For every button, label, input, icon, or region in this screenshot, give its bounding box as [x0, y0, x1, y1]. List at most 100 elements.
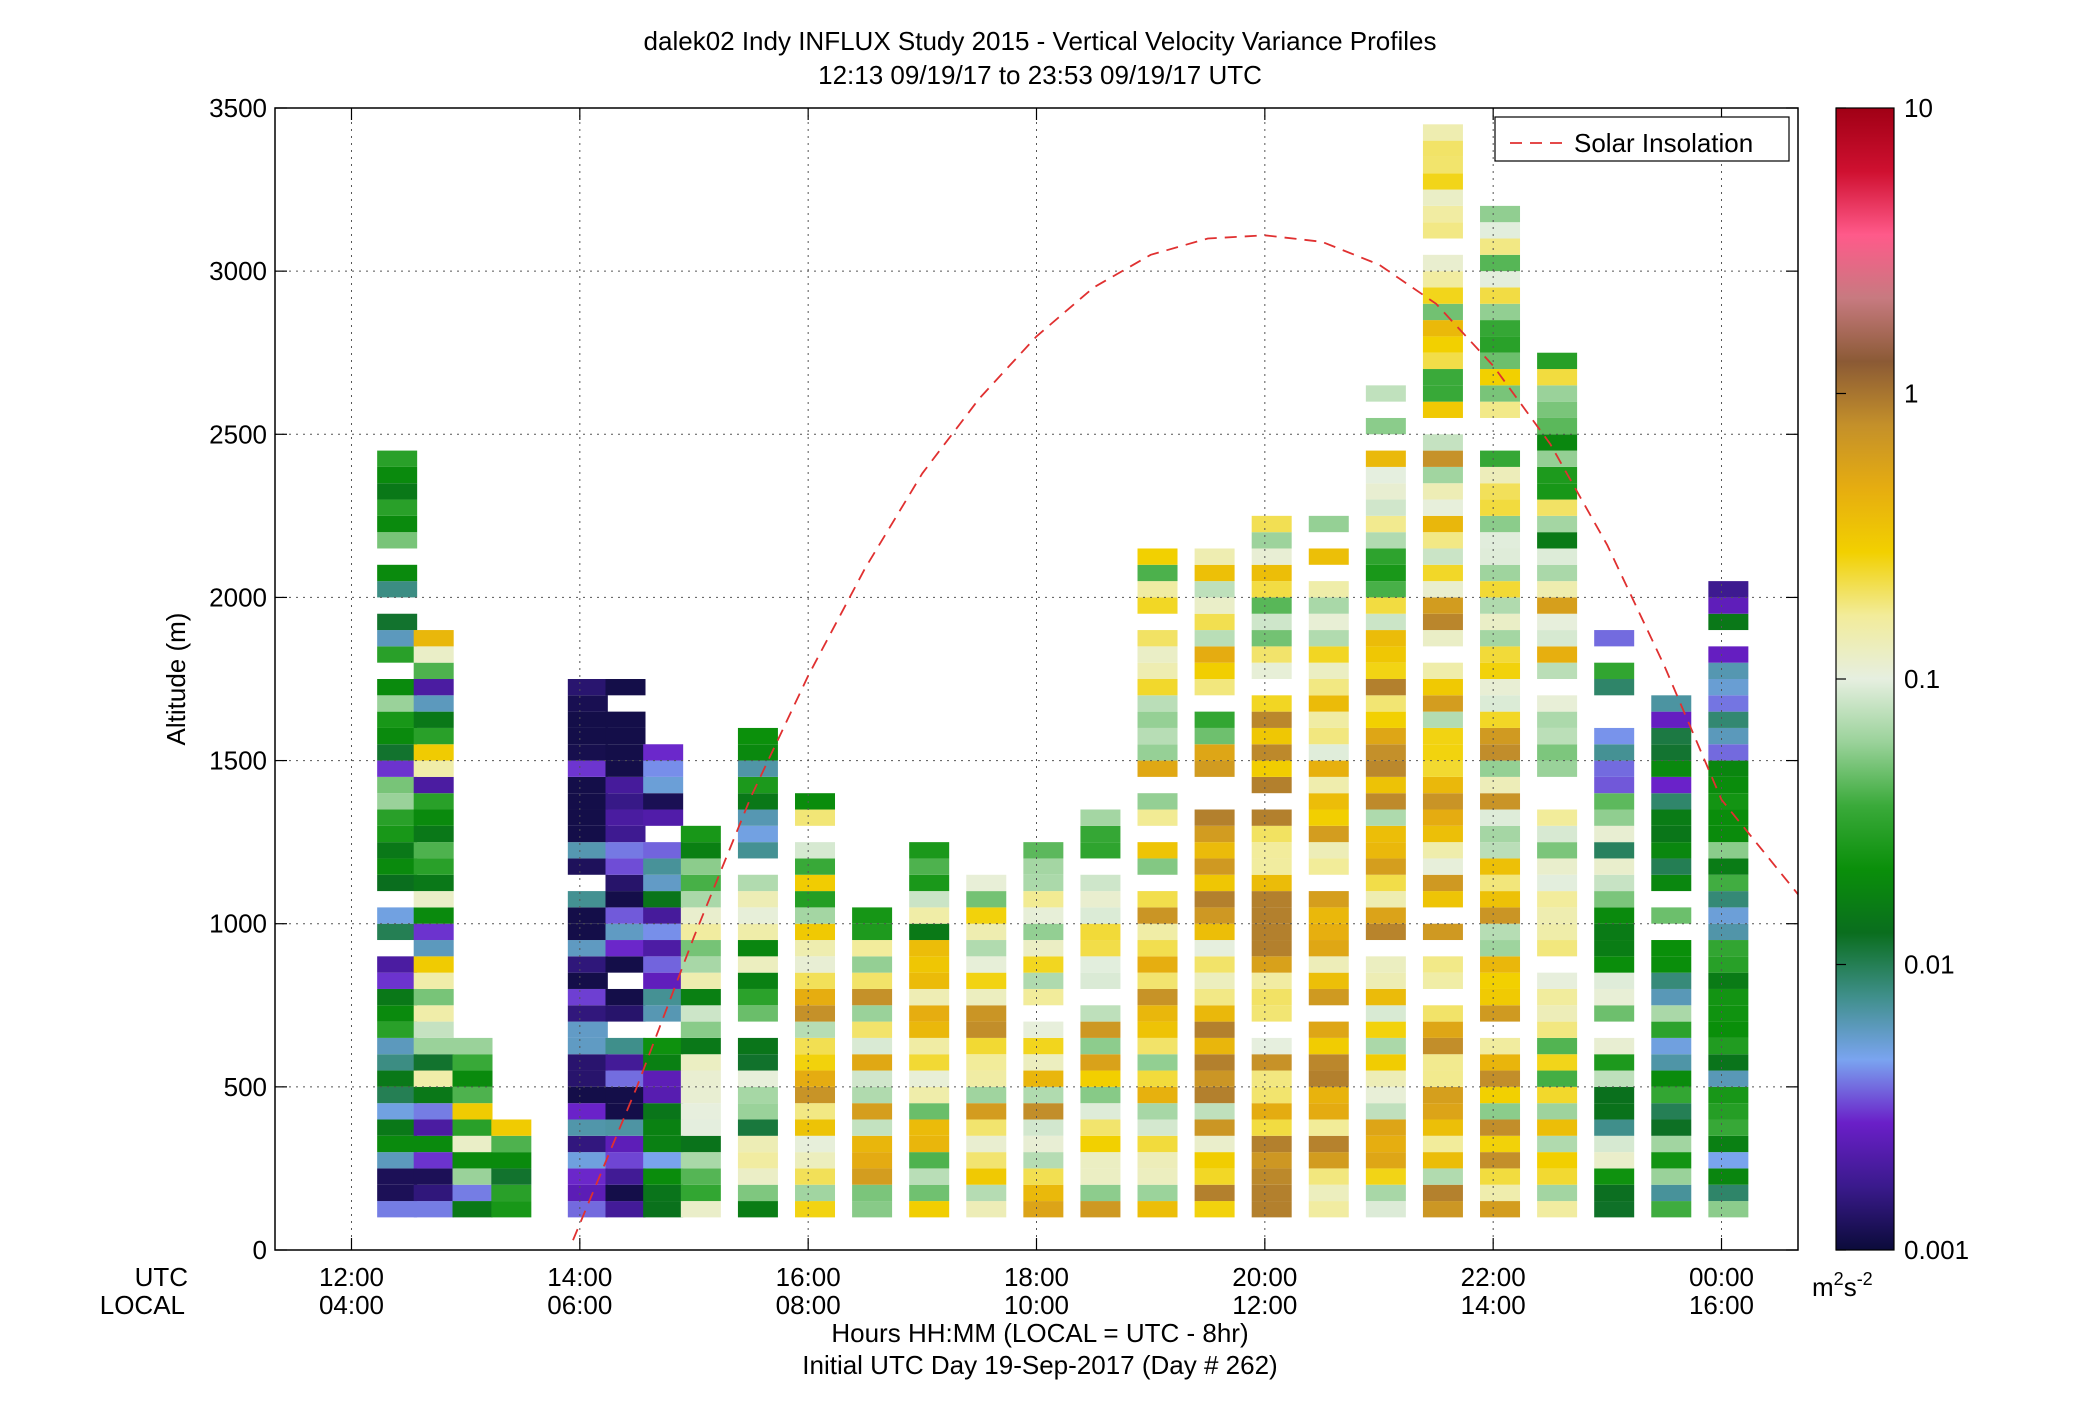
heatmap-cell: [1651, 1201, 1692, 1218]
heatmap-cell: [737, 988, 778, 1006]
heatmap-cell: [1194, 874, 1235, 892]
heatmap-cell: [1194, 597, 1235, 614]
heatmap-cell: [1023, 1152, 1064, 1169]
heatmap-cell: [1365, 1086, 1406, 1104]
heatmap-cell: [1537, 515, 1578, 533]
heatmap-cell: [1422, 1021, 1463, 1038]
heatmap-cell: [1308, 891, 1349, 908]
heatmap-cell: [1365, 793, 1406, 810]
heatmap-cell: [1023, 972, 1064, 989]
heatmap-cell: [1422, 842, 1463, 859]
heatmap-cell: [1308, 630, 1349, 647]
heatmap-cell: [1137, 1021, 1178, 1038]
heatmap-cell: [852, 1021, 893, 1038]
x-tick-label-local: 16:00: [1689, 1290, 1754, 1320]
heatmap-cell: [1480, 564, 1521, 582]
heatmap-cell: [737, 727, 778, 745]
heatmap-cell: [643, 1070, 684, 1087]
heatmap-cell: [1023, 1184, 1064, 1202]
heatmap-cell: [852, 1119, 893, 1136]
heatmap-cell: [452, 1168, 493, 1185]
heatmap-cell: [680, 858, 721, 875]
heatmap-cell: [605, 1168, 646, 1185]
heatmap-cell: [1422, 385, 1463, 402]
heatmap-cell: [1422, 1135, 1463, 1153]
heatmap-cell: [1480, 303, 1521, 321]
heatmap-cell: [1651, 1037, 1692, 1055]
heatmap-cell: [1480, 711, 1521, 728]
heatmap-cell: [1422, 776, 1463, 794]
heatmap-cell: [1023, 891, 1064, 908]
heatmap-cell: [1651, 793, 1692, 810]
heatmap-cell: [1194, 1021, 1235, 1038]
heatmap-cell: [1365, 417, 1406, 435]
heatmap-cell: [1537, 1103, 1578, 1120]
heatmap-cell: [1594, 809, 1635, 826]
heatmap-cell: [1708, 1037, 1749, 1055]
x-tick-label-utc: 22:00: [1461, 1262, 1526, 1292]
heatmap-cell: [852, 1037, 893, 1055]
y-tick-label: 2500: [209, 419, 267, 449]
heatmap-cell: [1023, 858, 1064, 875]
heatmap-cell: [1422, 1152, 1463, 1169]
heatmap-cell: [1594, 679, 1635, 696]
heatmap-cell: [567, 923, 608, 941]
heatmap-cell: [413, 1054, 454, 1071]
heatmap-cell: [1422, 1201, 1463, 1218]
x-tick-label-local: 08:00: [776, 1290, 841, 1320]
heatmap-cell: [377, 1201, 418, 1218]
heatmap-cell: [1251, 1168, 1292, 1185]
heatmap-cell: [795, 793, 836, 810]
heatmap-cell: [413, 874, 454, 892]
heatmap-cell: [1708, 1054, 1749, 1071]
heatmap-cell: [1365, 532, 1406, 549]
solar-insolation-curve: [572, 234, 1799, 1241]
heatmap-cell: [1422, 320, 1463, 337]
heatmap-cell: [643, 1037, 684, 1055]
heatmap-cell: [605, 1184, 646, 1202]
heatmap-cell: [413, 809, 454, 826]
heatmap-cell: [1251, 825, 1292, 843]
heatmap-cell: [1365, 515, 1406, 533]
heatmap-cell: [1651, 809, 1692, 826]
colorbar-ticks: 0.001 0.01 0.1 1 10: [1836, 93, 1969, 1265]
heatmap-cell: [1422, 891, 1463, 908]
heatmap-cell: [413, 1201, 454, 1218]
heatmap-cell: [1365, 1152, 1406, 1169]
heatmap-cell: [795, 1054, 836, 1071]
heatmap-cell: [1537, 907, 1578, 924]
heatmap-cell: [1308, 581, 1349, 598]
heatmap-cell: [1708, 1184, 1749, 1202]
heatmap-cell: [1251, 1005, 1292, 1022]
heatmap-cell: [1422, 695, 1463, 712]
heatmap-cell: [737, 874, 778, 892]
heatmap-cell: [413, 1119, 454, 1136]
heatmap-cell: [643, 940, 684, 957]
heatmap-cell: [1194, 1152, 1235, 1169]
heatmap-cell: [377, 450, 418, 467]
heatmap-cell: [605, 940, 646, 957]
heatmap-cell: [680, 874, 721, 892]
heatmap-cell: [377, 988, 418, 1006]
heatmap-cell: [377, 1086, 418, 1104]
heatmap-cell: [795, 1168, 836, 1185]
heatmap-cell: [1594, 1054, 1635, 1071]
heatmap-cell: [377, 776, 418, 794]
heatmap-cell: [1480, 1201, 1521, 1218]
heatmap-cell: [1422, 727, 1463, 745]
heatmap-cell: [1594, 727, 1635, 745]
heatmap-cell: [1365, 548, 1406, 565]
heatmap-cell: [966, 923, 1007, 941]
heatmap-cell: [1651, 1184, 1692, 1202]
heatmap-cell: [966, 1054, 1007, 1071]
heatmap-cell: [1708, 1168, 1749, 1185]
heatmap-cell: [1308, 1021, 1349, 1038]
heatmap-cell: [413, 1086, 454, 1104]
heatmap-cell: [1537, 1135, 1578, 1153]
heatmap-cell: [643, 874, 684, 892]
heatmap-cell: [1422, 793, 1463, 810]
heatmap-cell: [452, 1201, 493, 1218]
heatmap-cell: [1422, 858, 1463, 875]
heatmap-cell: [567, 907, 608, 924]
heatmap-cell: [1422, 1086, 1463, 1104]
